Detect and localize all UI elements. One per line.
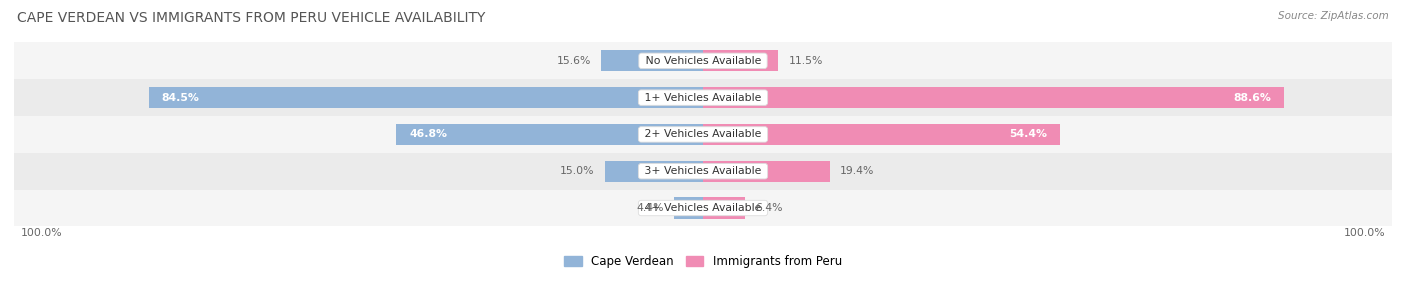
Text: 4+ Vehicles Available: 4+ Vehicles Available [641, 203, 765, 213]
Bar [703, 160, 831, 182]
Bar [14, 42, 1392, 79]
Text: 11.5%: 11.5% [789, 56, 823, 66]
Text: 2+ Vehicles Available: 2+ Vehicles Available [641, 130, 765, 139]
Text: 15.6%: 15.6% [557, 56, 591, 66]
Bar [600, 50, 703, 72]
Bar [14, 79, 1392, 116]
Text: 1+ Vehicles Available: 1+ Vehicles Available [641, 93, 765, 103]
Bar [605, 160, 703, 182]
Bar [703, 124, 1060, 145]
Text: 15.0%: 15.0% [560, 166, 595, 176]
Text: Source: ZipAtlas.com: Source: ZipAtlas.com [1278, 11, 1389, 21]
Text: 100.0%: 100.0% [21, 228, 62, 238]
Legend: Cape Verdean, Immigrants from Peru: Cape Verdean, Immigrants from Peru [560, 250, 846, 273]
Text: 54.4%: 54.4% [1010, 130, 1047, 139]
Bar [703, 87, 1284, 108]
Text: 84.5%: 84.5% [162, 93, 200, 103]
Bar [14, 190, 1392, 227]
Text: 3+ Vehicles Available: 3+ Vehicles Available [641, 166, 765, 176]
Bar [703, 50, 779, 72]
Bar [673, 197, 703, 219]
Text: 46.8%: 46.8% [409, 130, 447, 139]
Text: 4.4%: 4.4% [637, 203, 664, 213]
Text: 100.0%: 100.0% [1344, 228, 1385, 238]
Bar [14, 153, 1392, 190]
Bar [14, 116, 1392, 153]
Bar [703, 197, 745, 219]
Text: 88.6%: 88.6% [1233, 93, 1271, 103]
Text: CAPE VERDEAN VS IMMIGRANTS FROM PERU VEHICLE AVAILABILITY: CAPE VERDEAN VS IMMIGRANTS FROM PERU VEH… [17, 11, 485, 25]
Bar [396, 124, 703, 145]
Text: 19.4%: 19.4% [841, 166, 875, 176]
Text: No Vehicles Available: No Vehicles Available [641, 56, 765, 66]
Text: 6.4%: 6.4% [755, 203, 782, 213]
Bar [149, 87, 703, 108]
